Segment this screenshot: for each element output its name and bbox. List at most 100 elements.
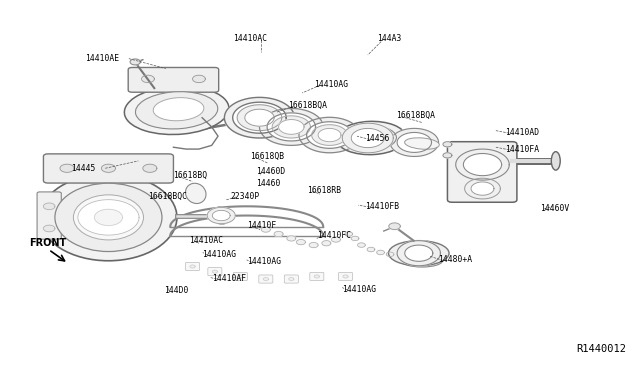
Text: 14480+A: 14480+A <box>438 255 472 264</box>
Text: 14456: 14456 <box>365 134 389 143</box>
Text: 144D0: 144D0 <box>164 286 188 295</box>
Text: 16618BQA: 16618BQA <box>288 101 327 110</box>
Polygon shape <box>443 153 452 158</box>
Text: 14460D: 14460D <box>256 167 285 176</box>
Polygon shape <box>358 243 365 247</box>
Polygon shape <box>345 232 353 236</box>
Text: R1440012: R1440012 <box>576 344 626 354</box>
Ellipse shape <box>55 183 162 251</box>
Text: 14410AD: 14410AD <box>505 128 539 137</box>
Ellipse shape <box>388 241 449 266</box>
Polygon shape <box>44 203 55 210</box>
Polygon shape <box>101 164 115 172</box>
Ellipse shape <box>124 86 229 135</box>
Polygon shape <box>225 97 294 138</box>
FancyBboxPatch shape <box>186 262 200 270</box>
Polygon shape <box>309 243 318 248</box>
Polygon shape <box>141 75 154 83</box>
Polygon shape <box>274 231 283 237</box>
Polygon shape <box>212 270 218 273</box>
Polygon shape <box>272 116 310 138</box>
Text: 16618BQA: 16618BQA <box>396 111 435 121</box>
Polygon shape <box>78 200 139 235</box>
Polygon shape <box>267 113 316 141</box>
Polygon shape <box>95 209 122 225</box>
Text: 16618BQC: 16618BQC <box>148 192 187 201</box>
FancyBboxPatch shape <box>128 67 219 92</box>
Text: 14460: 14460 <box>256 179 281 187</box>
FancyBboxPatch shape <box>234 272 247 280</box>
Text: 14410AG: 14410AG <box>202 250 236 259</box>
Polygon shape <box>289 278 294 280</box>
Polygon shape <box>397 241 440 266</box>
Polygon shape <box>314 275 319 278</box>
Text: 14410F: 14410F <box>246 221 276 230</box>
FancyBboxPatch shape <box>37 192 61 239</box>
Ellipse shape <box>218 208 226 223</box>
Text: FRONT: FRONT <box>29 238 66 248</box>
Polygon shape <box>193 75 205 83</box>
Ellipse shape <box>401 254 443 267</box>
Ellipse shape <box>294 124 325 135</box>
Text: 14410AG: 14410AG <box>342 285 376 294</box>
Polygon shape <box>60 164 74 172</box>
Polygon shape <box>263 278 268 280</box>
Text: 14410FC: 14410FC <box>317 231 351 240</box>
Polygon shape <box>367 247 375 252</box>
Polygon shape <box>307 122 353 148</box>
Ellipse shape <box>212 207 230 224</box>
Text: 14410AG: 14410AG <box>314 80 348 89</box>
FancyBboxPatch shape <box>310 272 324 280</box>
Ellipse shape <box>136 92 218 129</box>
FancyBboxPatch shape <box>44 154 173 183</box>
Text: 144A3: 144A3 <box>378 34 402 43</box>
Polygon shape <box>287 236 296 241</box>
Ellipse shape <box>260 117 291 128</box>
Polygon shape <box>404 245 433 261</box>
FancyBboxPatch shape <box>284 275 298 283</box>
Polygon shape <box>299 117 360 153</box>
Polygon shape <box>471 182 494 195</box>
Ellipse shape <box>551 152 560 170</box>
Polygon shape <box>443 142 452 147</box>
Polygon shape <box>343 275 348 278</box>
Polygon shape <box>351 236 359 241</box>
Polygon shape <box>389 223 400 230</box>
Polygon shape <box>190 265 195 268</box>
Polygon shape <box>322 241 331 246</box>
Text: 16618BQ: 16618BQ <box>173 171 207 180</box>
Ellipse shape <box>186 183 206 203</box>
Polygon shape <box>342 123 394 153</box>
Text: 14410FB: 14410FB <box>365 202 399 211</box>
Polygon shape <box>456 149 509 180</box>
Polygon shape <box>296 240 305 245</box>
Polygon shape <box>44 225 55 232</box>
Polygon shape <box>387 252 394 257</box>
Text: 14410AG: 14410AG <box>246 257 281 266</box>
Text: 16618QB: 16618QB <box>250 152 284 161</box>
Polygon shape <box>207 208 236 224</box>
FancyBboxPatch shape <box>208 267 222 276</box>
Polygon shape <box>237 105 282 131</box>
Polygon shape <box>212 211 230 221</box>
Text: 16618RB: 16618RB <box>307 186 341 195</box>
Polygon shape <box>259 109 323 145</box>
FancyBboxPatch shape <box>259 275 273 283</box>
Polygon shape <box>238 275 243 278</box>
Polygon shape <box>463 154 502 176</box>
Ellipse shape <box>336 121 406 155</box>
Text: 22340P: 22340P <box>231 192 260 201</box>
Text: 14410AC: 14410AC <box>189 236 223 245</box>
Polygon shape <box>318 128 341 142</box>
Text: 14410AC: 14410AC <box>233 34 267 43</box>
FancyBboxPatch shape <box>339 272 353 280</box>
Text: 14410FA: 14410FA <box>505 145 539 154</box>
FancyBboxPatch shape <box>447 142 517 202</box>
Polygon shape <box>390 128 438 157</box>
Ellipse shape <box>153 97 204 121</box>
Polygon shape <box>377 250 385 255</box>
Polygon shape <box>261 227 270 232</box>
Polygon shape <box>397 132 431 153</box>
Polygon shape <box>130 59 140 65</box>
Polygon shape <box>465 178 500 199</box>
